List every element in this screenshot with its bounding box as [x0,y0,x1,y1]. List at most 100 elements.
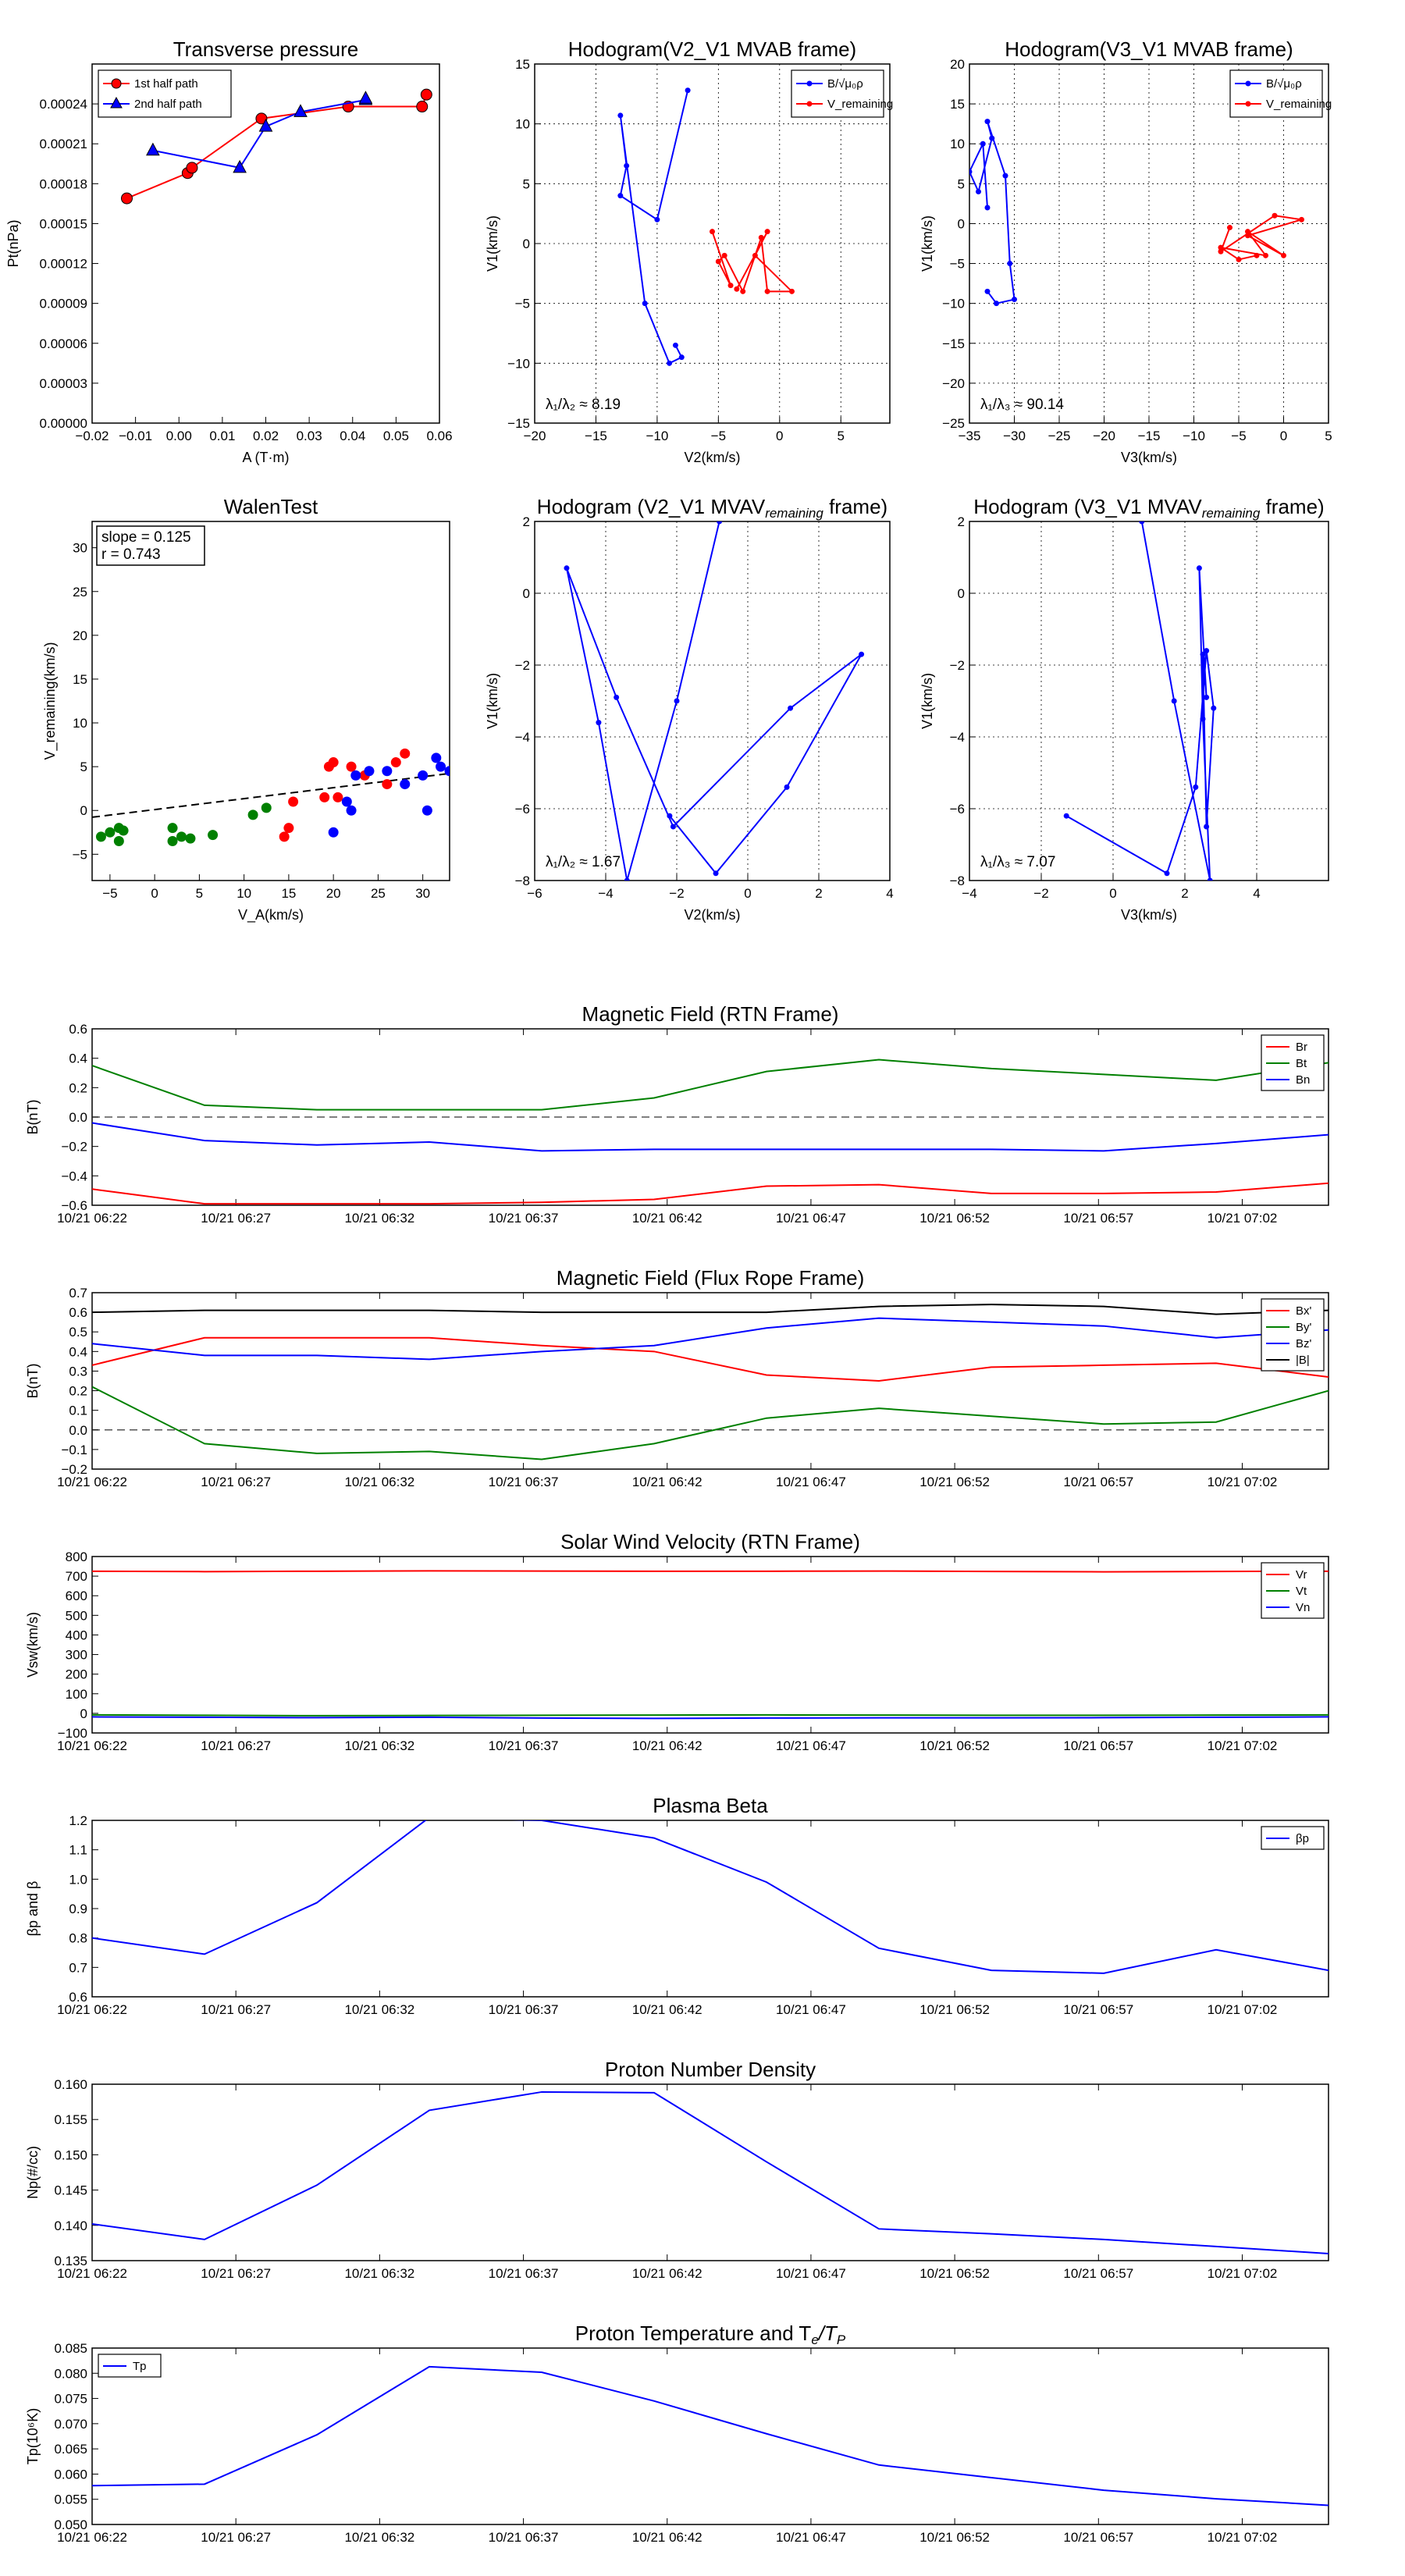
y-tick-label: −2 [950,658,965,673]
chart-title-text-5: Hodogram (V3_V1 MVAV [973,495,1202,518]
data-point-0-0 [984,205,991,211]
x-tick-label: 10 [237,886,251,901]
y-tick-label: 1.2 [69,1813,87,1828]
chart-title-text-3: WalenTest [224,495,318,518]
stats-line: slope = 0.125 [101,529,191,546]
legend-label: 1st half path [134,77,198,91]
y-tick-label: 25 [73,585,87,600]
legend-label: By' [1296,1321,1312,1334]
x-tick-label: 0 [1109,886,1116,901]
data-point-0-7 [1204,824,1210,830]
time-tick-label: 10/21 06:52 [919,2266,990,2281]
time-tick-label: 10/21 06:42 [632,1211,702,1226]
data-point-0-11 [1164,870,1170,877]
time-tick-label: 10/21 06:22 [57,1475,127,1489]
y-tick-label: 0.00024 [40,97,87,112]
data-point-1-1 [1218,248,1224,254]
y-tick-label: −15 [507,416,530,431]
data-point-0-3 [976,189,981,195]
y-tick-label: −100 [58,1726,87,1741]
data-point-0-3 [596,720,602,726]
time-tick-label: 10/21 06:37 [489,1211,559,1226]
data-point-0-4 [989,135,995,141]
y-tick-label: 0.060 [54,2467,87,2482]
plot-area-10 [92,2090,1329,2254]
y-tick-label: 0 [80,1706,87,1721]
data-point-1-9 [382,779,393,790]
y-tick-label: −8 [515,873,530,888]
legend-label: Vr [1296,1568,1307,1582]
y-axis-label: Tp(10⁶K) [25,2408,41,2464]
chart-10: Proton Number Density 10/21 06:22 10/21 06… [25,2058,1329,2281]
stats-box-frame [96,525,205,566]
y-tick-label: 0.070 [54,2417,87,2432]
data-point-0-9 [784,784,790,790]
time-tick-label: 10/21 06:47 [776,1475,846,1489]
data-point-1-8 [1218,244,1224,251]
data-point-0-8 [185,833,196,844]
time-tick-label: 10/21 06:32 [344,2002,414,2017]
plot-area-6 [92,1059,1329,1205]
x-tick-label: −2 [669,886,684,901]
y-axis-label: V1(km/s) [485,215,500,272]
time-tick-label: 10/21 06:27 [201,2530,271,2545]
y-axis-label: Np(#/cc) [25,2146,41,2199]
y-axis-label: Pt(nPa) [5,219,21,267]
legend-11: Tp [98,2354,162,2378]
data-point-1-3 [293,104,308,117]
y-tick-label: 10 [73,716,87,731]
plot-area-3 [92,748,450,847]
legend-label: Bx' [1296,1304,1312,1318]
data-point-1-4 [1245,233,1250,239]
legend-box [1229,69,1323,118]
y-tick-label: −20 [942,376,965,391]
chart-6: Magnetic Field (RTN Frame) 10/21 06:22 10/… [25,1002,1329,1226]
time-tick-label: 10/21 06:37 [489,2266,559,2281]
x-tick-label: 0.00 [166,429,192,443]
data-point-0-7 [788,705,794,711]
y-tick-label: −0.1 [61,1443,87,1457]
x-tick-label: 0 [151,886,158,901]
x-tick-label: 15 [281,886,296,901]
y-tick-label: 0.9 [69,1902,87,1916]
y-tick-label: −4 [950,730,965,745]
data-point-2-1 [341,796,352,807]
data-point-0-6 [1200,651,1206,657]
x-axis-label: V3(km/s) [1121,907,1177,923]
data-point-1-5 [358,91,373,104]
y-tick-label: 0.140 [54,2218,87,2233]
data-point-0-5 [416,101,429,113]
data-point-2-2 [346,805,357,816]
eigenvalue-ratio-text: λ₁/λ₃ ≈ 90.14 [980,397,1064,413]
data-point-0-7 [1007,261,1013,267]
y-tick-label: 15 [950,97,965,112]
data-point-2-0 [328,827,339,838]
x-tick-label: 4 [1253,886,1260,901]
data-point-1-6 [333,792,343,802]
x-tick-label: 0 [744,886,751,901]
time-tick-label: 10/21 06:52 [919,1211,990,1226]
y-tick-label: 0.8 [69,1931,87,1946]
y-tick-label: 0.160 [54,2077,87,2092]
y-tick-label: 1.0 [69,1872,87,1887]
y-tick-label: 0 [523,586,530,601]
data-point-0-7 [176,831,187,842]
x-tick-label: −20 [524,429,546,443]
legend-label: Vt [1296,1585,1307,1598]
time-tick-label: 10/21 07:02 [1208,1738,1278,1753]
chart-11: Proton Temperature and Te/TP 10/21 06:22 1… [25,2322,1329,2545]
chart-title-9: Plasma Beta [653,1794,768,1817]
data-point-0-8 [1012,297,1017,303]
legend-7: Bx' By' Bz' |B| [1261,1298,1325,1372]
legend-box [98,69,232,118]
data-point-1-0 [279,831,290,842]
y-tick-label: 0.0 [69,1423,87,1438]
y-tick-label: 1.1 [69,1843,87,1858]
x-tick-label: 30 [415,886,430,901]
legend-label: Bn [1296,1073,1310,1087]
x-tick-label: 5 [1325,429,1332,443]
y-tick-label: 0.3 [69,1364,87,1379]
time-tick-label: 10/21 06:47 [776,2530,846,2545]
axes-frame-7 [91,1292,1329,1470]
data-point-0-12 [1063,813,1069,819]
